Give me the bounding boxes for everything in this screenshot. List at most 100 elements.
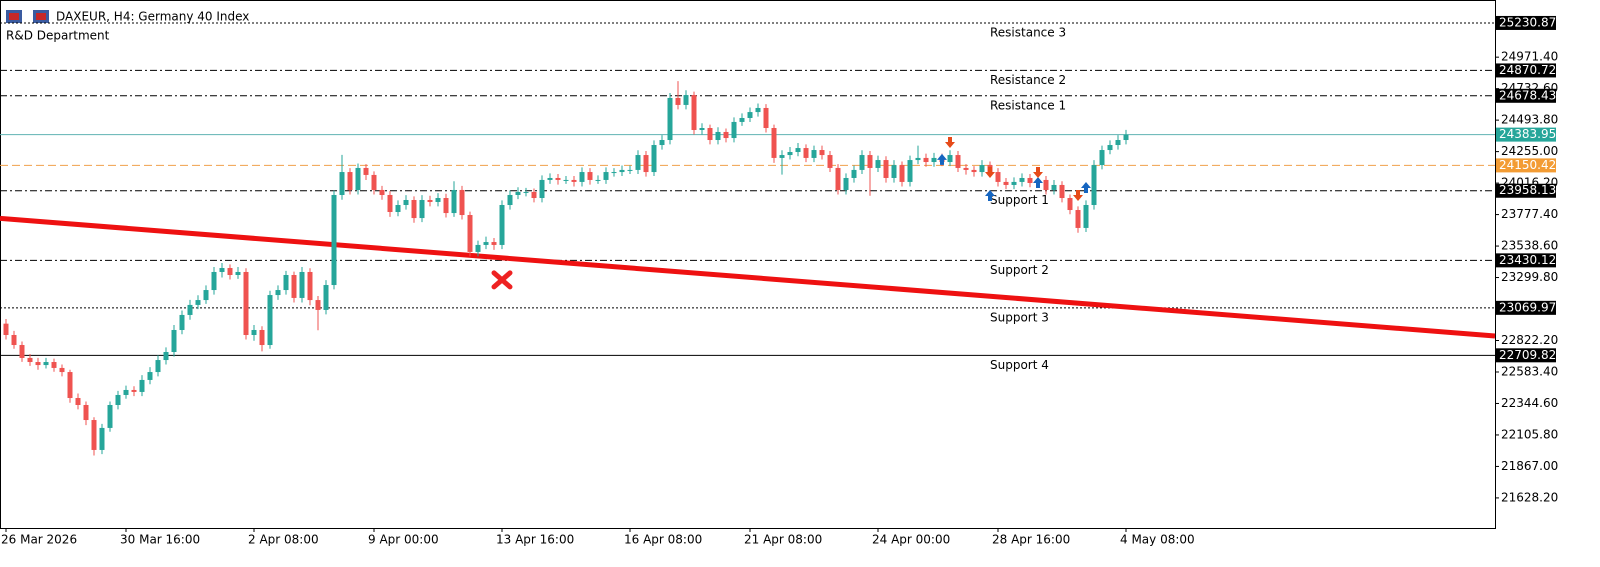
x-tick-label: 30 Mar 16:00 <box>120 533 200 547</box>
y-tick-label: 22822.20 <box>1501 333 1558 347</box>
candle-body <box>691 95 697 130</box>
candle-body <box>947 155 953 163</box>
y-tick-label: 24255.00 <box>1501 144 1558 158</box>
y-tick-label: 22344.60 <box>1501 396 1558 410</box>
candle-body <box>427 199 433 202</box>
candle-body <box>563 179 569 181</box>
sell-arrow <box>945 136 955 148</box>
candle-body <box>435 198 441 202</box>
price-tag <box>1496 300 1556 315</box>
candle-body <box>187 304 193 315</box>
candle-body <box>67 372 73 399</box>
cross-marker <box>491 270 513 290</box>
price-tag-label: 24870.72 <box>1499 63 1556 77</box>
candle-body <box>715 131 721 141</box>
candle-body <box>387 194 393 212</box>
candle-body <box>667 97 673 141</box>
x-tick-label: 16 Apr 08:00 <box>624 533 702 547</box>
candle-body <box>747 112 753 118</box>
candle-body <box>779 155 785 158</box>
candle-body <box>323 285 329 310</box>
buy-arrow <box>985 190 995 202</box>
price-tag <box>1496 183 1556 198</box>
candle-body <box>51 362 57 368</box>
candle-body <box>739 117 745 122</box>
candle-body <box>443 198 449 214</box>
candle-body <box>619 169 625 173</box>
candle-body <box>467 215 473 252</box>
candle-body <box>3 323 9 335</box>
price-tag <box>1496 253 1556 268</box>
level-label: Resistance 2 <box>990 73 1066 87</box>
candle-body <box>787 152 793 156</box>
sell-arrow <box>1073 189 1083 201</box>
candle-body <box>1107 145 1113 151</box>
candle-body <box>1019 177 1025 182</box>
x-tick-label: 24 Apr 00:00 <box>872 533 950 547</box>
x-tick-label: 28 Apr 16:00 <box>992 533 1070 547</box>
level-label: Support 1 <box>990 193 1049 207</box>
candle-body <box>75 398 81 405</box>
candle-body <box>851 169 857 178</box>
candle-body <box>27 357 33 363</box>
candle-body <box>827 155 833 168</box>
y-tick-label: 21628.20 <box>1501 490 1558 504</box>
sell-arrow <box>1033 167 1043 179</box>
candle-body <box>499 205 505 245</box>
x-tick-label: 13 Apr 16:00 <box>496 533 574 547</box>
candle-body <box>867 155 873 168</box>
x-tick-label: 4 May 08:00 <box>1120 533 1195 547</box>
candle-body <box>523 191 529 193</box>
candle-body <box>139 379 145 392</box>
candle-body <box>971 169 977 173</box>
candle-body <box>843 177 849 190</box>
price-tag <box>1496 158 1556 173</box>
candle-body <box>339 172 345 195</box>
x-tick-label: 26 Mar 2026 <box>1 533 77 547</box>
candle-body <box>955 155 961 168</box>
candle-body <box>115 394 121 405</box>
price-tag <box>1496 15 1556 30</box>
level-label: Resistance 3 <box>990 25 1066 39</box>
sell-arrow <box>985 167 995 179</box>
candle-body <box>11 334 17 346</box>
candle-body <box>627 169 633 171</box>
candle-body <box>403 199 409 206</box>
candle-body <box>107 404 113 428</box>
candle-body <box>707 128 713 141</box>
candle-body <box>483 242 489 245</box>
buy-arrow <box>1081 181 1091 193</box>
y-tick-label: 22583.40 <box>1501 364 1558 378</box>
candle-body <box>1115 140 1121 146</box>
candle-body <box>99 427 105 450</box>
candle-body <box>579 172 585 182</box>
price-tag-label: 24383.95 <box>1499 127 1556 141</box>
symbol-icons <box>6 10 49 23</box>
candle-body <box>1123 134 1129 141</box>
candle-body <box>1003 181 1009 185</box>
candle-body <box>507 194 513 206</box>
y-tick-label: 21867.00 <box>1501 459 1558 473</box>
candle-body <box>395 205 401 212</box>
candle-body <box>539 179 545 199</box>
candle-body <box>803 148 809 158</box>
level-label: Support 3 <box>990 310 1049 324</box>
price-tag <box>1496 88 1556 103</box>
price-tag <box>1496 127 1556 142</box>
candle-body <box>131 389 137 392</box>
candle-body <box>1059 184 1065 199</box>
x-tick-label: 9 Apr 00:00 <box>368 533 439 547</box>
candle-body <box>35 362 41 366</box>
candle-body <box>931 157 937 163</box>
candle-body <box>163 352 169 361</box>
candle-body <box>355 167 361 190</box>
x-tick-label: 2 Apr 08:00 <box>248 533 319 547</box>
candle-body <box>1067 198 1073 211</box>
trendline <box>0 215 1496 339</box>
candle-body <box>1075 210 1081 228</box>
candle-body <box>347 172 353 190</box>
x-tick-label: 21 Apr 08:00 <box>744 533 822 547</box>
price-tag <box>1496 348 1556 363</box>
candle-body <box>203 290 209 301</box>
candle-body <box>211 271 217 291</box>
